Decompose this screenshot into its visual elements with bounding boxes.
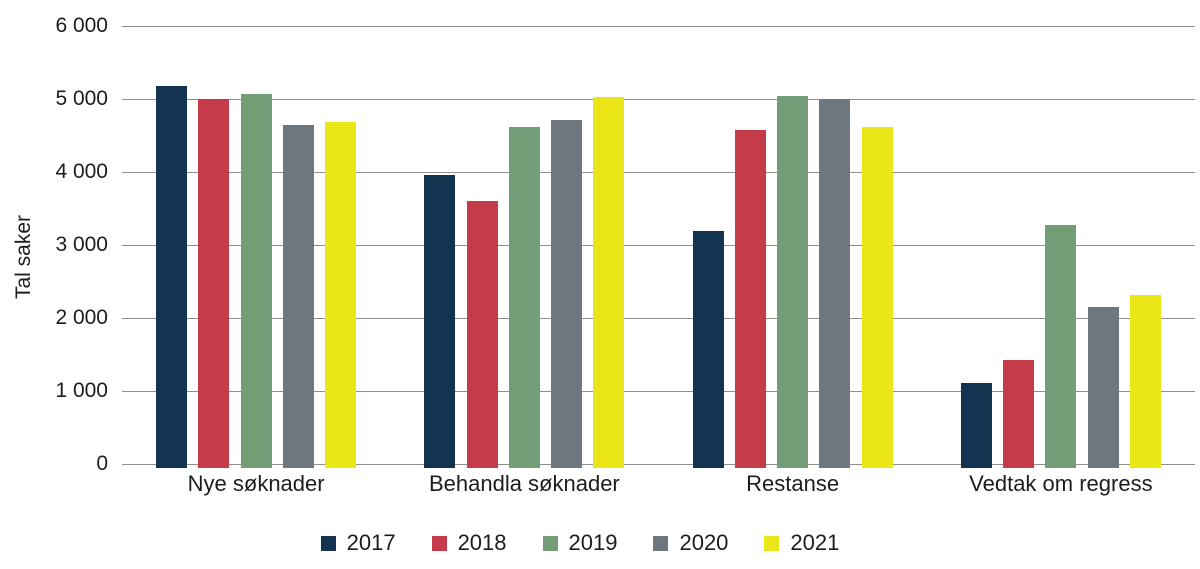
- x-axis-labels: Nye søknader Behandla søknader Restanse Ved…: [122, 471, 1195, 497]
- bar-2020: [1087, 307, 1119, 468]
- bar-2017: [156, 85, 188, 468]
- legend-label: 2020: [679, 530, 729, 555]
- gridline: [122, 171, 1195, 173]
- y-tick-label: 1 000: [55, 379, 108, 402]
- legend-label: 2019: [568, 530, 618, 555]
- category-band: [122, 26, 390, 468]
- gridline: [122, 391, 1195, 392]
- y-tick-label: 5 000: [55, 86, 108, 110]
- bar-group: [424, 26, 625, 468]
- bar-2020: [551, 120, 583, 468]
- bar-2018: [466, 201, 498, 468]
- gridline: [122, 317, 1195, 319]
- y-tick-label: 0: [96, 452, 108, 475]
- bar-groups: [122, 26, 1195, 468]
- legend-label: 2017: [346, 530, 396, 555]
- y-tick-label: 6 000: [55, 14, 108, 37]
- bar-2018: [198, 99, 230, 468]
- legend-swatch-icon: [320, 535, 336, 551]
- bar-group: [692, 26, 893, 468]
- bar-2020: [819, 99, 851, 468]
- gridline: [122, 26, 1195, 27]
- category-band: [927, 26, 1195, 468]
- bar-2021: [593, 96, 625, 468]
- y-tick-label: 4 000: [55, 159, 108, 183]
- x-category-label: Restanse: [746, 471, 840, 496]
- y-tick-label: 3 000: [55, 233, 108, 256]
- bar-2021: [325, 122, 357, 468]
- bar-group: [960, 26, 1161, 468]
- bar-2019: [777, 96, 809, 468]
- legend-swatch-icon: [764, 535, 780, 551]
- bar-2019: [240, 93, 272, 468]
- y-axis-ticks: 6 000 5 000 4 000 3 000 2 000 1 000 0: [0, 14, 108, 475]
- bar-2017: [692, 231, 724, 468]
- bar-2018: [734, 130, 766, 468]
- legend-item-2017: 2017: [320, 530, 396, 556]
- bar-2021: [1129, 294, 1161, 468]
- legend-swatch-icon: [542, 535, 558, 551]
- gridline: [122, 98, 1195, 100]
- x-category-label: Nye søknader: [187, 471, 325, 496]
- category-band: [390, 26, 658, 468]
- x-category-label: Behandla søknader: [428, 471, 620, 496]
- bar-2019: [1045, 224, 1077, 468]
- plot-area: [122, 26, 1195, 468]
- legend-item-2021: 2021: [764, 530, 839, 556]
- gridline: [122, 464, 1195, 465]
- legend-label: 2021: [790, 530, 840, 555]
- legend: 2017 2018 2019 2020 2021: [0, 530, 1180, 556]
- gridline: [122, 245, 1195, 246]
- bar-2019: [508, 127, 540, 468]
- legend-item-2020: 2020: [653, 530, 728, 556]
- legend-item-2019: 2019: [542, 530, 618, 556]
- legend-item-2018: 2018: [431, 530, 507, 556]
- bar-2021: [861, 127, 893, 468]
- category-band: [659, 26, 927, 468]
- bar-2020: [282, 124, 314, 468]
- bar-2017: [960, 382, 992, 468]
- bar-2017: [424, 174, 456, 468]
- bar-group: [156, 26, 357, 468]
- legend-swatch-icon: [431, 535, 447, 551]
- legend-swatch-icon: [653, 535, 669, 551]
- bar-2018: [1003, 359, 1035, 468]
- x-category-label: Vedtak om regress: [969, 471, 1153, 496]
- legend-label: 2018: [457, 530, 507, 555]
- y-tick-label: 2 000: [55, 305, 108, 329]
